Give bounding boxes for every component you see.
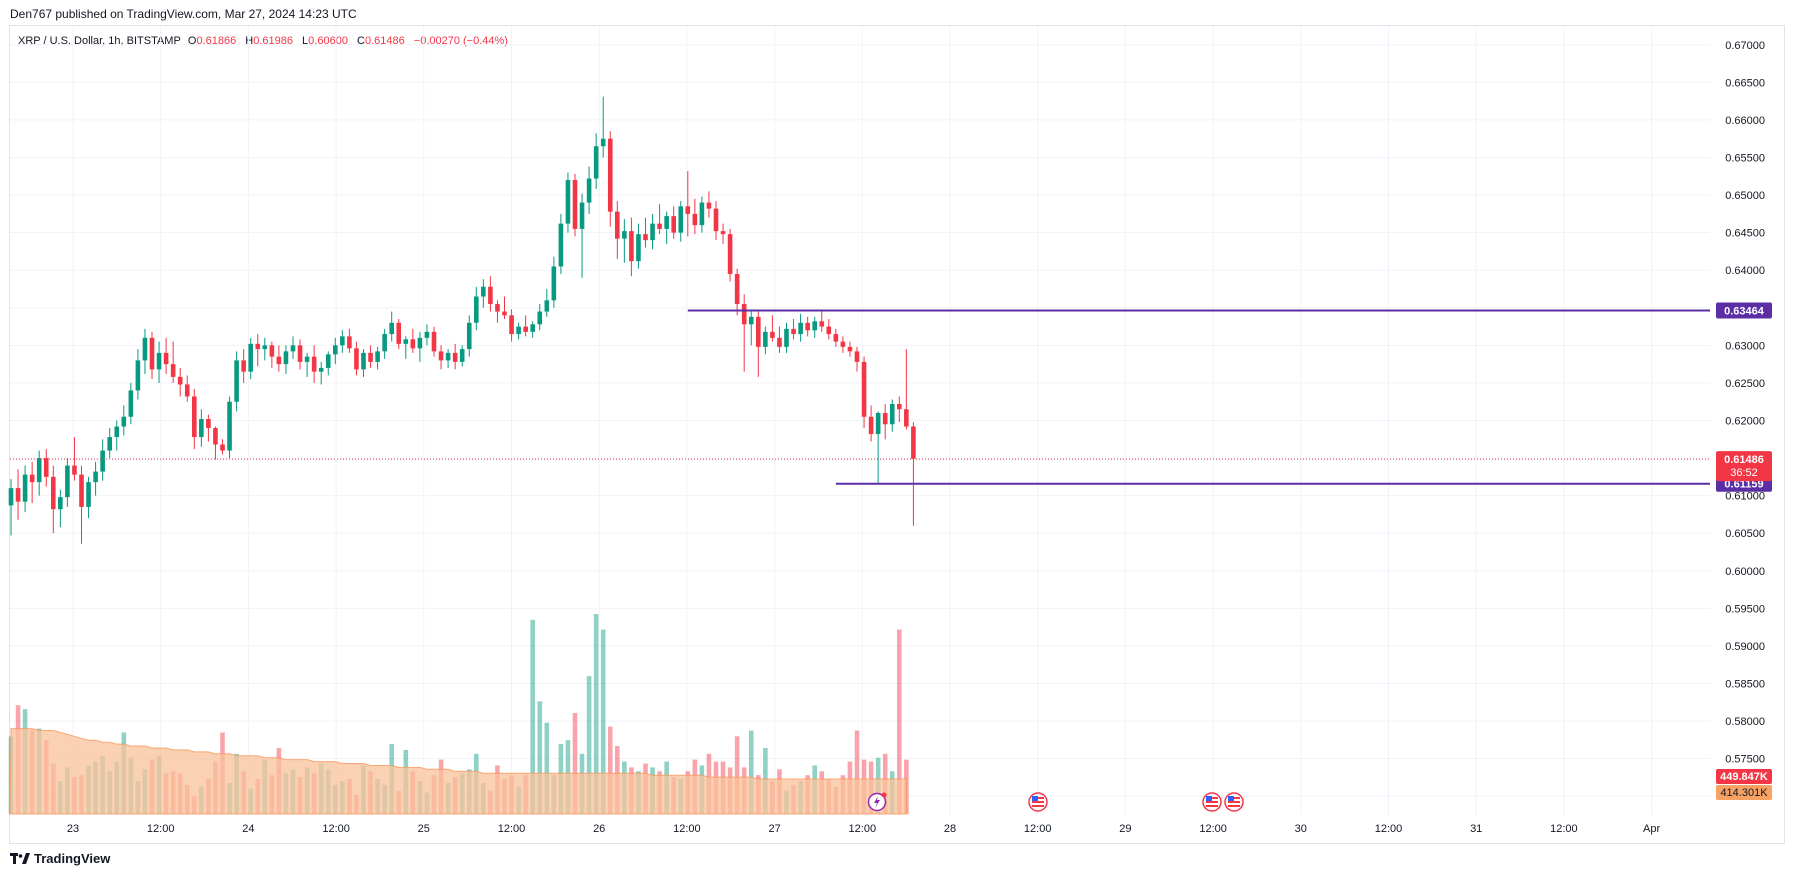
close-label: C (357, 35, 365, 47)
change-value: −0.00270 (−0.44%) (413, 35, 508, 47)
open-value: 0.61866 (196, 35, 237, 47)
tradingview-logo-icon (10, 852, 30, 864)
close-value: 0.61486 (364, 35, 405, 47)
tradingview-brand: TradingView (34, 851, 111, 866)
low-value: 0.60600 (308, 35, 348, 47)
chart-frame (9, 25, 1785, 844)
symbol-title[interactable]: XRP / U.S. Dollar, 1h, BITSTAMP (18, 35, 181, 47)
high-value: 0.61986 (253, 35, 293, 47)
high-label: H (245, 35, 254, 47)
publisher-line: Den767 published on TradingView.com, Mar… (10, 7, 357, 21)
symbol-legend: XRP / U.S. Dollar, 1h, BITSTAMP O0.61866… (18, 35, 514, 47)
tradingview-footer[interactable]: TradingView (10, 851, 110, 866)
low-label: L (302, 35, 309, 47)
open-label: O (187, 35, 197, 47)
